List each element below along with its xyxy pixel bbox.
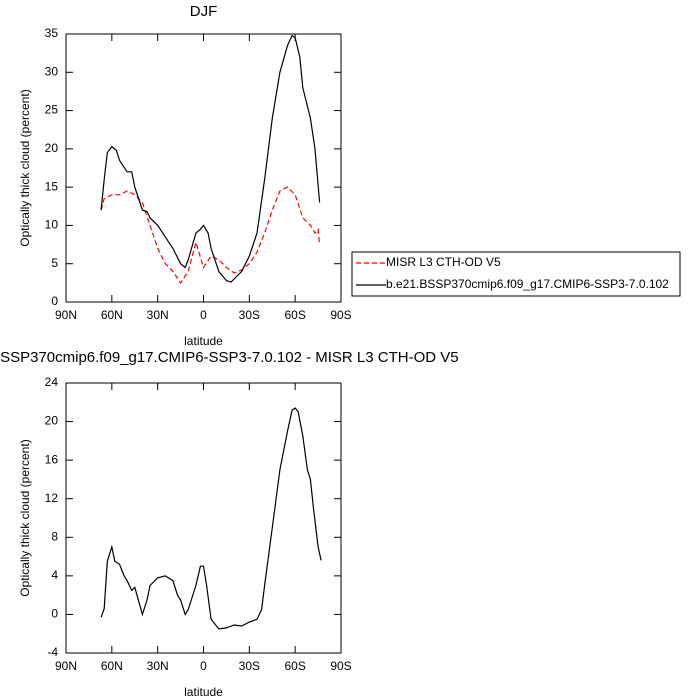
x-axis-label: latitude — [184, 685, 223, 699]
y-tick-label: 4 — [51, 568, 58, 582]
legend-label: b.e21.BSSP370cmip6.f09_g17.CMIP6-SSP3-7.… — [386, 277, 669, 291]
x-tick-label: 30S — [239, 308, 260, 322]
y-tick-label: -4 — [47, 645, 58, 659]
y-tick-label: 24 — [45, 375, 59, 389]
y-axis-label: Optically thick cloud (percent) — [18, 89, 32, 246]
y-tick-label: 20 — [45, 414, 59, 428]
x-tick-label: 0 — [200, 308, 207, 322]
y-tick-label: 16 — [45, 452, 59, 466]
x-tick-label: 30S — [239, 659, 260, 673]
x-tick-label: 90N — [55, 659, 77, 673]
y-tick-label: 5 — [51, 256, 58, 270]
x-axis-label: latitude — [184, 334, 223, 348]
chart-title: DJF — [190, 3, 218, 20]
x-tick-label: 90N — [55, 308, 77, 322]
y-tick-label: 35 — [45, 26, 59, 40]
x-tick-label: 90S — [330, 308, 351, 322]
y-tick-label: 20 — [45, 141, 59, 155]
y-tick-label: 0 — [51, 294, 58, 308]
x-tick-label: 60S — [284, 308, 305, 322]
y-tick-label: 30 — [45, 64, 59, 78]
x-tick-label: 0 — [200, 659, 207, 673]
legend-label: MISR L3 CTH-OD V5 — [386, 255, 501, 269]
x-tick-label: 30N — [147, 659, 169, 673]
y-tick-label: 0 — [51, 607, 58, 621]
x-tick-label: 60S — [284, 659, 305, 673]
y-tick-label: 25 — [45, 103, 59, 117]
series-line — [100, 34, 321, 283]
y-tick-label: 15 — [45, 179, 59, 193]
series-line — [100, 186, 321, 284]
y-tick-label: 8 — [51, 529, 58, 543]
y-tick-label: 10 — [45, 218, 59, 232]
legend-box — [351, 251, 681, 297]
x-tick-label: 60N — [101, 659, 123, 673]
y-tick-label: 12 — [45, 491, 59, 505]
chart-title: b.e21.BSSP370cmip6.f09_g17.CMIP6-SSP3-7.… — [0, 349, 459, 366]
y-axis-label: Optically thick cloud (percent) — [18, 439, 32, 596]
x-tick-label: 60N — [101, 308, 123, 322]
x-tick-label: 90S — [330, 659, 351, 673]
plot-frame — [65, 382, 342, 654]
plot-frame — [65, 33, 342, 303]
x-tick-label: 30N — [147, 308, 169, 322]
series-line — [100, 407, 322, 630]
